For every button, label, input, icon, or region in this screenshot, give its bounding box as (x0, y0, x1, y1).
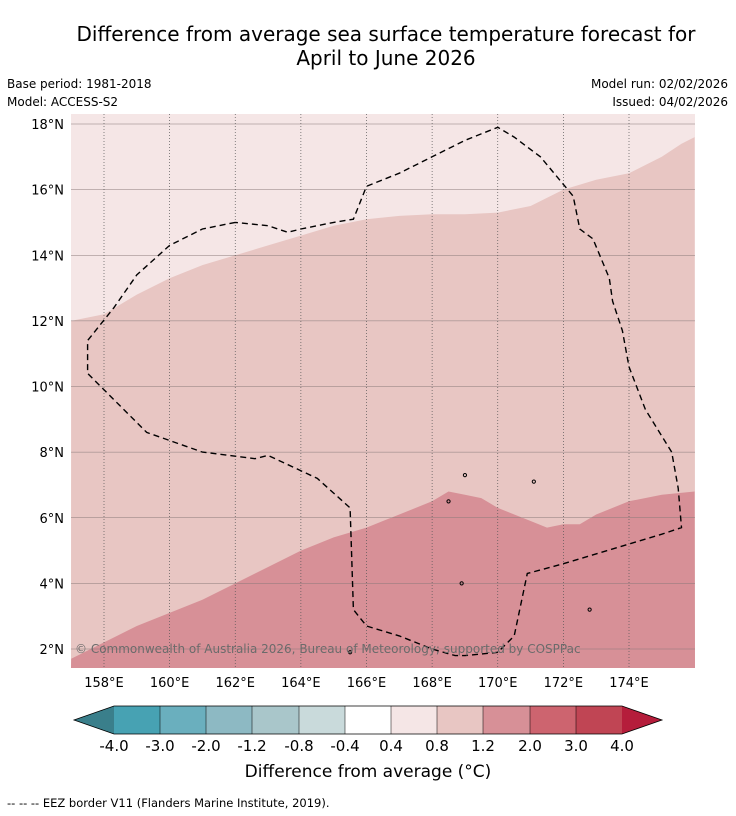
eez-border (86, 126, 683, 657)
lat-tick-label: 14°N (31, 249, 64, 264)
colorbar-tick-label: 4.0 (610, 737, 634, 755)
map-title: Difference from average sea surface temp… (0, 22, 736, 70)
issued-date: Issued: 04/02/2026 (612, 95, 728, 109)
lat-tick-label: 8°N (40, 446, 65, 461)
colorbar-segment (437, 706, 483, 734)
colorbar-tick-label: 0.8 (425, 737, 449, 755)
colorbar-segment (206, 706, 252, 734)
colorbar-under-arrow (74, 706, 114, 734)
lon-tick-label: 172°E (544, 676, 584, 691)
island-marker (587, 607, 592, 612)
lon-tick-label: 168°E (412, 676, 452, 691)
model-name: Model: ACCESS-S2 (7, 95, 119, 109)
base-period: Base period: 1981-2018 (7, 77, 152, 91)
lat-tick-label: 2°N (40, 643, 65, 658)
island-marker (459, 581, 464, 586)
colorbar-segment (160, 706, 206, 734)
colorbar-tick-label: -3.0 (145, 737, 174, 755)
footer-note: -- -- -- EEZ border V11 (Flanders Marine… (7, 796, 330, 810)
colorbar-labels: -4.0 -3.0 -2.0 -1.2 -0.8 -0.4 0.4 0.8 1.2 2.0 3.0 4… (99, 737, 634, 755)
lat-tick-label: 4°N (40, 577, 65, 592)
model-run: Model run: 02/02/2026 (590, 77, 728, 91)
longitude-labels: 158°E 160°E 162°E 164°E 166°E 168°E 170°E 172°E… (84, 676, 649, 691)
title-line-2: April to June 2026 (296, 46, 476, 70)
anomaly-region-1.2-2.0 (71, 491, 695, 668)
colorbar-title: Difference from average (°C) (244, 762, 492, 782)
colorbar-segment (483, 706, 530, 734)
latitude-labels: 2°N 4°N 6°N 8°N 10°N 12°N 14°N 16°N 18°N (31, 118, 64, 658)
lat-tick-label: 18°N (31, 118, 64, 133)
colorbar-segment (391, 706, 437, 734)
colorbar (72, 705, 664, 735)
colorbar-segment (299, 706, 345, 734)
lon-tick-label: 164°E (281, 676, 321, 691)
island-marker (531, 479, 536, 484)
colorbar-tick-label: -1.2 (237, 737, 266, 755)
colorbar-segment (530, 706, 576, 734)
island-marker (446, 499, 451, 504)
colorbar-outline (72, 705, 664, 735)
copyright-notice: © Commonwealth of Australia 2026, Bureau… (75, 642, 581, 656)
colorbar-tick-label: -4.0 (99, 737, 128, 755)
colorbar-segment (576, 706, 622, 734)
colorbar-tick-label: -2.0 (191, 737, 220, 755)
colorbar-tick-label: -0.8 (284, 737, 313, 755)
lon-tick-label: 162°E (215, 676, 255, 691)
colorbar-over-arrow (622, 706, 662, 734)
meta-right: Model run: 02/02/2026 Issued: 04/02/2026 (591, 75, 728, 111)
colorbar-tick-label: 3.0 (564, 737, 588, 755)
lat-tick-label: 12°N (31, 315, 64, 330)
islands (347, 472, 592, 655)
title-line-1: Difference from average sea surface temp… (76, 22, 696, 46)
island-marker (462, 472, 468, 478)
lon-tick-label: 170°E (478, 676, 518, 691)
colorbar-tick-label: 1.2 (471, 737, 495, 755)
colorbar-segment (114, 706, 160, 734)
island-marker (347, 650, 353, 655)
colorbar-segment (252, 706, 299, 734)
lat-tick-label: 10°N (31, 381, 64, 396)
colorbar-tick-label: 2.0 (518, 737, 542, 755)
plot-area: © Commonwealth of Australia 2026, Bureau… (71, 114, 695, 668)
lat-tick-label: 16°N (31, 184, 64, 199)
lon-tick-label: 158°E (84, 676, 124, 691)
lat-tick-label: 6°N (40, 512, 65, 527)
lon-tick-label: 174°E (609, 676, 649, 691)
meta-left: Base period: 1981-2018 Model: ACCESS-S2 (7, 75, 152, 111)
colorbar-tick-label: 0.4 (379, 737, 403, 755)
lon-tick-label: 166°E (347, 676, 387, 691)
gridlines (71, 114, 695, 668)
colorbar-tick-label: -0.4 (330, 737, 359, 755)
colorbar-segment (345, 706, 391, 734)
lon-tick-label: 160°E (150, 676, 190, 691)
